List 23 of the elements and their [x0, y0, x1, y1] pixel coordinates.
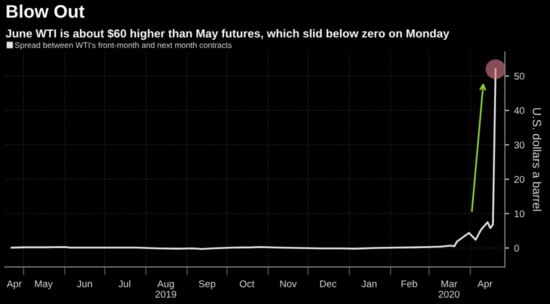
- y-tick-label: 10: [514, 210, 524, 218]
- x-tick-label: Jun: [77, 280, 92, 288]
- x-tick-label: Oct: [240, 280, 254, 288]
- y-tick-label: 50: [514, 72, 524, 80]
- x-tick-label: Nov: [280, 280, 297, 288]
- x-tick-label: Apr: [6, 280, 22, 290]
- y-axis-title: U.S. dollars a barrel: [532, 108, 542, 211]
- x-tick-label: Feb: [402, 280, 418, 288]
- y-tick-label: 40: [514, 107, 524, 114]
- y-tick-label: 0: [514, 244, 519, 252]
- x-tick-label: Dec: [320, 280, 336, 288]
- x-tick-label: Aug 2019: [156, 280, 176, 298]
- y-tick-label: 20: [514, 176, 524, 183]
- x-tick-label: Jan: [362, 280, 376, 288]
- x-tick-label: Mar 2020: [438, 280, 460, 298]
- x-tick-label: May: [35, 280, 53, 290]
- x-tick-label: Sep: [198, 280, 216, 290]
- chart-subtitle: June WTI is about $60 higher than May futures, which slid below zero on Monday: [6, 28, 450, 40]
- legend-label: Spread between WTI's front-month and next month contracts: [14, 42, 232, 50]
- y-tick-label: 30: [514, 142, 524, 148]
- x-tick-label: Jul: [118, 280, 130, 288]
- x-tick-label: Apr: [477, 280, 492, 290]
- chart-title: Blow Out: [6, 4, 85, 18]
